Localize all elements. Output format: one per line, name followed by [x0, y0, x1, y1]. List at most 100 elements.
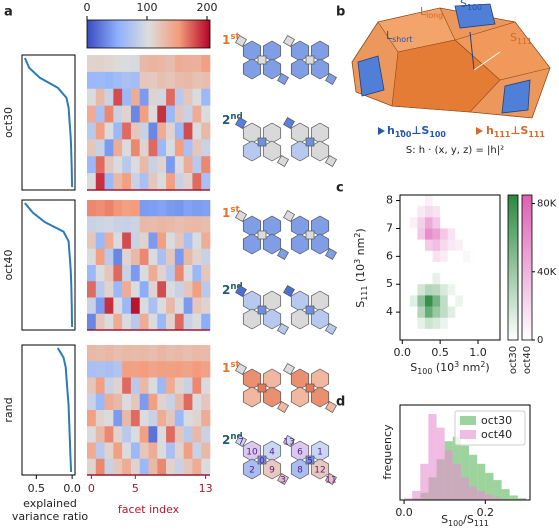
heatmap-cell [201, 377, 211, 395]
hist2d-cell [432, 284, 441, 296]
y-tick-label: 6 [386, 249, 393, 262]
facet-square [277, 155, 289, 167]
y-tick-label: 7 [386, 221, 393, 234]
x-axis-label: S100 (103 nm2) [410, 360, 489, 376]
hist-bar [477, 490, 486, 500]
heatmap-cell [148, 426, 158, 443]
heatmap-cell [113, 156, 123, 174]
heatmap-cell [104, 173, 114, 191]
hist-bar [509, 495, 518, 500]
heatmap-cell [174, 297, 184, 315]
hist-bar [444, 450, 453, 500]
heatmap-cell [113, 105, 123, 123]
heatmap-cell [166, 410, 176, 427]
hist2d-cell [417, 284, 425, 296]
heatmap-cell [192, 248, 202, 266]
heatmap-cell [201, 105, 211, 123]
heatmap-cell [104, 139, 114, 157]
heatmap-cell [183, 297, 193, 315]
heatmap-cell [130, 313, 141, 331]
x-axis-label: S100/S111 [441, 513, 489, 528]
heatmap-cell [183, 216, 193, 233]
colorbar-tick-label: 0 [537, 335, 543, 346]
heatmap-cell [166, 122, 176, 140]
heatmap-cell [157, 458, 167, 476]
heatmap-cell [130, 139, 141, 157]
hist2d-cell [417, 228, 425, 240]
heatmap-cell [174, 410, 184, 427]
heatmap-cell [95, 345, 105, 362]
heatmap-cell [122, 377, 132, 395]
row-label: oct40 [2, 249, 15, 280]
colorbar-label: oct30 [508, 346, 519, 374]
facet-square [325, 401, 337, 413]
heatmap-cell [157, 122, 167, 140]
x-axis-label-part: 100 [417, 367, 432, 376]
panel-label: a [4, 5, 13, 20]
heatmap-cell [87, 248, 97, 266]
heatmap-cell [183, 458, 193, 476]
hist2d-cell [432, 317, 441, 329]
heatmap-cell [157, 377, 167, 395]
heatmap-cell [87, 55, 97, 73]
colorbar [521, 194, 533, 341]
heatmap-cell [166, 345, 176, 362]
hist2d-cell [440, 228, 448, 240]
heatmap-cell [104, 265, 114, 282]
x-axis-label-part: ) [485, 361, 489, 374]
heatmap-cell [130, 281, 141, 298]
heatmap-cell [104, 345, 114, 362]
heatmap-cell [95, 156, 105, 174]
heatmap-cell [183, 88, 193, 106]
hist-bar [485, 472, 494, 500]
heatmap-cell [166, 393, 176, 411]
heatmap-cell [192, 173, 202, 191]
facet-label: 1 [317, 448, 323, 458]
order-label: 1st [222, 205, 240, 220]
hist2d-cell [432, 228, 441, 240]
heatmap-cell [87, 232, 97, 250]
heatmap-cell [113, 139, 123, 157]
heatmap-cell [192, 297, 202, 315]
heatmap-cell [157, 410, 167, 427]
heatmap-cell [139, 105, 149, 123]
plot-frame [399, 404, 531, 501]
heatmap-cell [87, 105, 97, 123]
heatmap-cell [139, 361, 149, 378]
heatmap-cell [113, 410, 123, 427]
facet-square [277, 323, 289, 335]
hist2d-cell [447, 239, 456, 251]
facet-square [283, 285, 295, 297]
heatmap-cell [148, 393, 158, 411]
heatmap-cell [130, 105, 141, 123]
heatmap-cell [113, 122, 123, 140]
heatmap-cell [122, 88, 132, 106]
heatmap-cell [192, 216, 202, 233]
heatmap-cell [166, 361, 176, 378]
heatmap-cell [201, 442, 211, 460]
facet-square [283, 210, 295, 222]
heatmap-cell [166, 232, 176, 250]
heatmap-cell [113, 232, 123, 250]
heatmap-cell [192, 105, 202, 123]
colorbar-tick-label: 80K [537, 199, 557, 210]
hist2d-cell [432, 273, 441, 285]
heatmap-cell [139, 55, 149, 73]
x-tick-label: 0.0 [395, 506, 413, 519]
heatmap-cell [157, 173, 167, 191]
panel-label: c [336, 181, 344, 196]
hist2d-cell [440, 306, 448, 318]
heatmap-cell [166, 216, 176, 233]
face-label-part: 111 [517, 37, 532, 46]
heatmap-cell [157, 71, 167, 90]
facet-label: 5 [307, 457, 313, 467]
facet-square [235, 35, 247, 47]
facet-square [305, 137, 315, 147]
heatmap-cell [139, 122, 149, 140]
heatmap-cell [122, 71, 132, 90]
heatmap-cell [113, 248, 123, 266]
legend-swatch [460, 430, 476, 439]
heatmap-cell [192, 71, 202, 90]
heatmap-cell [192, 393, 202, 411]
heatmap-cell [104, 200, 114, 217]
